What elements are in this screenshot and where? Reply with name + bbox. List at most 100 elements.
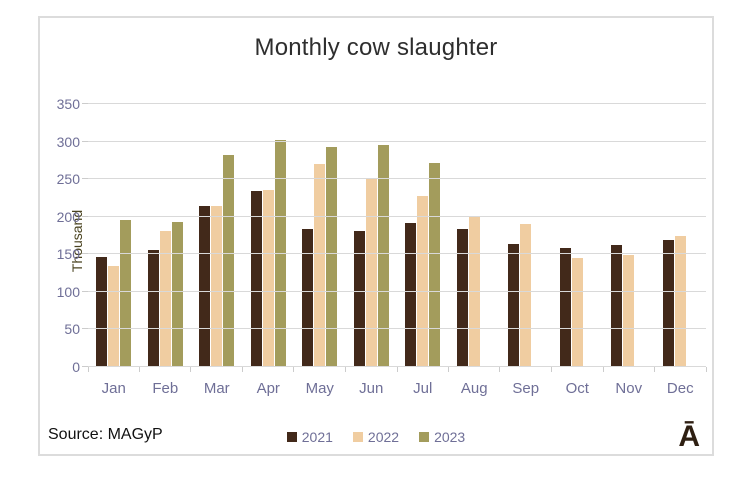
y-tick-label-350: 350 [56,96,80,112]
gridline-200 [88,215,706,217]
y-tick-300 [82,140,88,142]
bar-group-feb [140,104,192,367]
y-tick-label-50: 50 [64,321,80,338]
bar-2022-dec [674,236,686,367]
bar-2022-jun [365,179,377,367]
chart-title: Monthly cow slaughter [254,34,498,61]
bar-2022-jul [417,195,429,367]
x-tick-10 [602,367,604,372]
bar-2021-oct [559,248,571,367]
gridline-150 [88,253,706,255]
bar-2021-nov [611,244,623,367]
x-tick-7 [448,367,449,372]
bar-2023-jan [120,219,132,367]
legend-label-2022: 2022 [367,429,400,445]
y-tick-150 [82,253,88,255]
x-tick-1 [138,367,140,372]
x-label-may: May [305,380,334,397]
legend-item-2022: 2022 [352,429,400,445]
bar-2021-sep [508,243,520,367]
y-tick-label-150: 150 [56,246,80,263]
x-label-jan: Jan [101,380,126,397]
y-tick-label-250: 250 [56,171,80,188]
gridline-50 [88,328,706,330]
y-tick-50 [82,328,88,330]
x-label-feb: Feb [152,380,179,397]
bar-group-jan [88,104,140,367]
x-tick-0 [87,367,89,372]
bar-2021-feb [147,249,159,367]
bar-2023-jun [377,144,389,367]
bar-group-sep [500,104,552,367]
x-tick-9 [551,367,552,372]
bar-groups [88,104,706,367]
bar-2023-may [326,146,338,367]
legend-swatch-2022 [352,432,363,442]
bar-2022-sep [520,224,532,367]
x-label-nov: Nov [615,380,643,397]
bar-2021-apr [250,191,262,367]
y-tick-label-0: 0 [72,359,80,375]
x-label-jun: Jun [359,380,384,397]
chart-frame: Monthly cow slaughter Thousand 0 50 100 150… [38,16,714,456]
x-tick-6 [396,367,398,372]
x-label-mar: Mar [203,380,230,397]
bar-group-nov [603,104,655,367]
bar-2022-jan [108,265,120,367]
y-tick-350 [82,103,88,104]
gridline-350 [88,103,706,104]
gridline-0 [88,366,706,367]
watermark-logo: Ā [678,420,700,453]
plot-area: 0 50 100 150 200 250 300 350 [57,96,707,375]
gridline-100 [88,290,706,292]
bar-2022-nov [623,255,635,367]
gridline-300 [88,140,706,142]
bar-2022-mar [211,206,223,367]
bar-2022-feb [159,231,171,367]
source-label: Source: MAGyP [48,426,163,443]
x-axis-labels: Jan Feb Mar Apr May Jun Jul Aug Sep Oct Nov Dec [88,380,706,397]
legend-label-2023: 2023 [434,429,466,445]
bar-2021-jun [353,231,365,367]
bar-2021-aug [456,228,468,367]
legend-label-2021: 2021 [301,429,333,445]
x-tick-8 [499,367,501,372]
x-tick-5 [345,367,346,372]
chart-footer: Source: MAGyP 2021 2022 2023 Ā [40,420,712,454]
bar-group-oct [552,104,604,367]
y-tick-label-100: 100 [56,283,80,300]
legend-item-2023: 2023 [419,429,465,445]
bar-2022-apr [262,189,274,367]
bar-group-jun [346,104,398,367]
x-tick-12 [705,367,707,372]
bar-group-may [294,104,346,367]
y-tick-250 [82,178,88,180]
x-label-oct: Oct [565,380,589,397]
y-tick-0 [82,366,88,367]
bar-2021-dec [662,240,674,367]
bar-group-dec [655,104,707,367]
x-label-sep: Sep [512,380,540,397]
x-label-aug: Aug [460,380,488,397]
y-tick-label-300: 300 [56,133,80,150]
gridline-250 [88,178,706,180]
bar-2023-mar [223,155,235,367]
x-label-apr: Apr [256,380,280,397]
bar-2021-jan [96,256,108,367]
bar-2021-jul [405,222,417,367]
x-tick-2 [190,367,192,372]
bar-2023-feb [171,221,183,367]
y-tick-100 [82,290,88,292]
y-tick-label-200: 200 [56,208,80,225]
y-tick-200 [82,215,88,217]
x-tick-3 [242,367,243,372]
x-label-dec: Dec [666,380,694,397]
x-label-jul: Jul [413,380,433,397]
bar-2021-mar [199,206,211,367]
x-tick-11 [654,367,655,372]
legend-item-2021: 2021 [286,429,333,445]
bar-group-mar [191,104,243,367]
legend-swatch-2021 [286,432,297,442]
x-tick-4 [293,367,295,372]
